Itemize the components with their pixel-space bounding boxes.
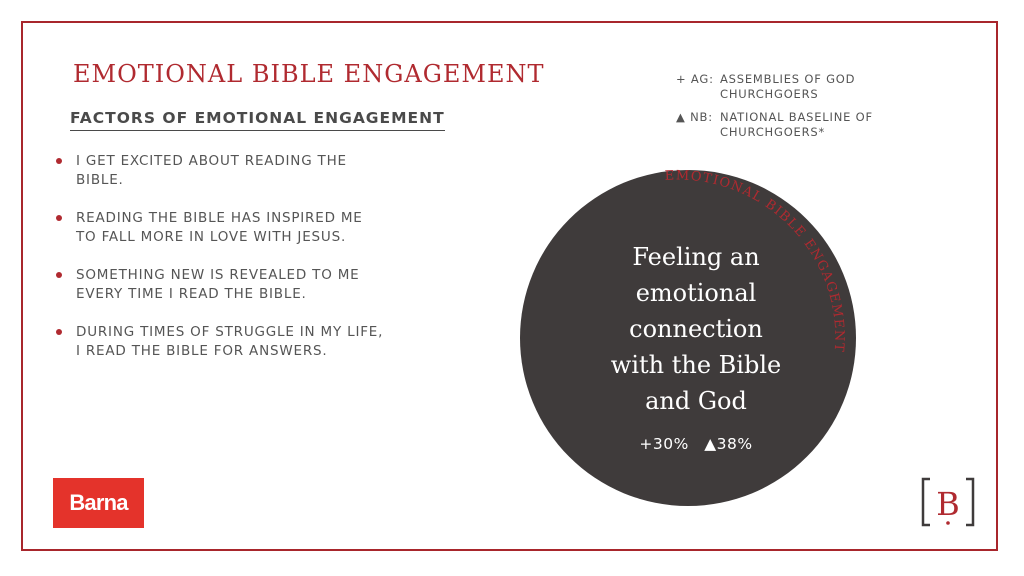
legend-item-ag: + AG: ASSEMBLIES OF GOD CHURCHGOERS [676,72,920,102]
nb-stat: ▲38% [704,435,753,453]
engagement-circle: EMOTIONAL BIBLE ENGAGEMENT Feeling an em… [515,165,861,511]
list-item: SOMETHING NEW IS REVEALED TO ME EVERY TI… [55,266,385,304]
bullet-icon [56,272,62,278]
legend-key: + AG: [676,72,714,86]
legend-label: NATIONAL BASELINE OF CHURCHGOERS* [720,110,873,139]
legend: + AG: ASSEMBLIES OF GOD CHURCHGOERS ▲ NB… [676,72,920,148]
list-item: I GET EXCITED ABOUT READING THE BIBLE. [55,152,385,190]
b-dot-icon [946,521,950,525]
factor-text: DURING TIMES OF STRUGGLE IN MY LIFE, I R… [76,324,384,359]
factor-text: READING THE BIBLE HAS INSPIRED ME TO FAL… [76,210,363,245]
legend-key: ▲ NB: [676,110,713,124]
logo-text: Barna [69,490,128,515]
legend-label: ASSEMBLIES OF GOD CHURCHGOERS [720,72,856,101]
bullet-icon [56,158,62,164]
bullet-icon [56,215,62,221]
slide-frame [21,21,998,551]
factors-list: I GET EXCITED ABOUT READING THE BIBLE. R… [55,152,385,380]
list-item: READING THE BIBLE HAS INSPIRED ME TO FAL… [55,209,385,247]
right-bracket-icon [966,477,975,527]
main-text-line: emotional [635,279,757,307]
left-bracket-icon [921,477,930,527]
bullet-icon [56,329,62,335]
main-text-line: with the Bible [610,351,782,379]
slide-title: EMOTIONAL BIBLE ENGAGEMENT [73,60,545,88]
main-text-line: Feeling an [632,243,760,271]
circle-main-text: Feeling an emotional connection with the… [591,239,801,419]
b-letter: B [936,485,960,523]
circle-stats: +30% ▲38% [591,435,801,453]
barna-logo: Barna [53,478,144,528]
circle-graphic: EMOTIONAL BIBLE ENGAGEMENT [520,168,856,506]
legend-item-nb: ▲ NB: NATIONAL BASELINE OF CHURCHGOERS* [676,110,920,140]
b-bracket-logo: B [921,477,975,527]
section-subtitle: FACTORS OF EMOTIONAL ENGAGEMENT [70,109,445,131]
main-text-line: and God [645,387,747,415]
list-item: DURING TIMES OF STRUGGLE IN MY LIFE, I R… [55,323,385,361]
ag-stat: +30% [639,435,689,453]
main-text-line: connection [629,315,763,343]
circle-background [520,170,856,506]
factor-text: SOMETHING NEW IS REVEALED TO ME EVERY TI… [76,267,360,302]
factor-text: I GET EXCITED ABOUT READING THE BIBLE. [76,153,347,188]
